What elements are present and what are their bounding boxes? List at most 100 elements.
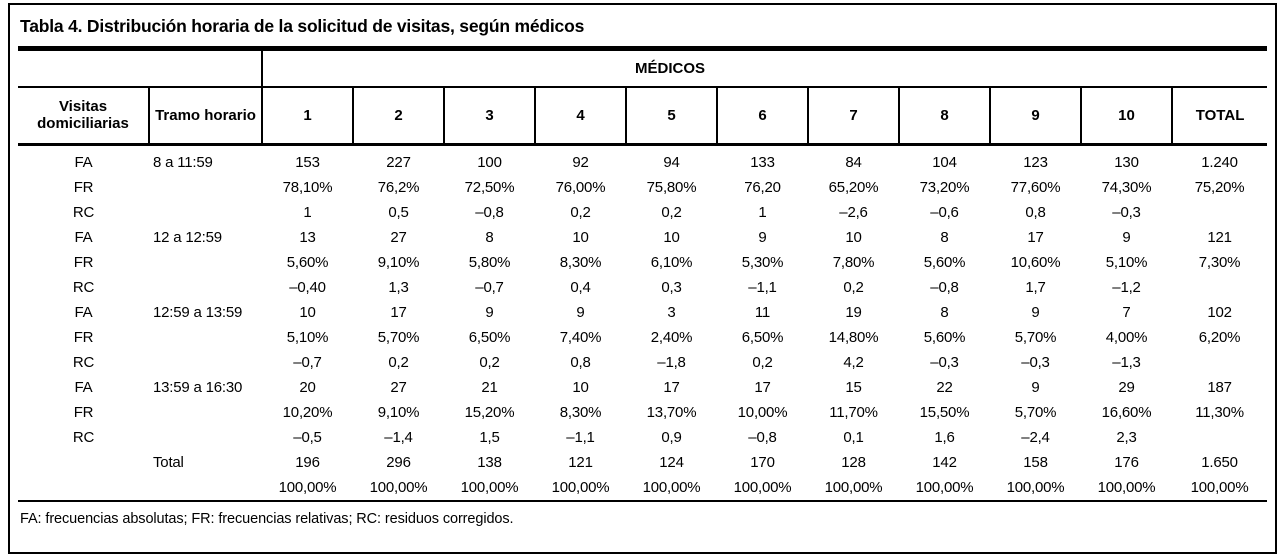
cell-medico-9-value: 9 [1031,378,1040,396]
cell-medico-10-value: –0,3 [1112,203,1141,221]
cell-medico-8-value: 1,6 [934,428,955,446]
cell-medico-7-value: 84 [845,153,862,171]
cell-medico-7-value: 7,80% [832,253,875,271]
cell-tramo-horario [149,275,262,300]
cell-medico-5-value: 100,00% [642,478,701,496]
cell-medico-10-value: –1,2 [1112,278,1141,296]
cell-medico-5-value: 10 [663,228,680,246]
cell-medico-9-value: 5,70% [1014,403,1057,421]
cell-medico-3-value: –0,7 [475,278,504,296]
cell-medico-3-value: 72,50% [464,178,515,196]
cell-medico-5-value: 0,9 [661,428,682,446]
cell-medico-4-value: 0,2 [570,203,591,221]
cell-medico-2-value: 1,3 [388,278,409,296]
table-row: RC –0,5 –1,4 1,5 –1,1 0,9 –0,8 0,1 1,6 –2,4 2,3 [18,425,1267,450]
group-header-row: MÉDICOS [18,51,1268,88]
col-header-medico-9: 9 [989,87,1081,146]
cell-medico-10-value: 9 [1122,228,1131,246]
cell-medico-4-value: 92 [572,153,589,171]
cell-medico-6-value: 6,50% [741,328,784,346]
cell-medico-4-value: 8,30% [559,253,602,271]
col-header-total: TOTAL [1170,87,1268,146]
cell-medico-4-value: –1,1 [566,428,595,446]
cell-medico-5-value: 3 [667,303,676,321]
cell-row-label: FR [73,328,94,346]
cell-medico-5-value: 94 [663,153,680,171]
cell-medico-10-value: 16,60% [1101,403,1152,421]
cell-medico-7-value: 0,2 [843,278,864,296]
cell-medico-2-value: 9,10% [377,403,420,421]
cell-medico-3-value: 100 [477,153,502,171]
col-header-medico-5: 5 [625,87,717,146]
cell-tramo-horario [149,475,262,500]
cell-medico-4-value: 0,4 [570,278,591,296]
col-header-medico-7: 7 [807,87,899,146]
cell-medico-2-value: 227 [386,153,411,171]
cell-row-label: RC [72,353,95,371]
table-row: FR 5,10% 5,70% 6,50% 7,40% 2,40% 6,50% 14,80% 5,… [18,325,1267,350]
cell-medico-7-value: 15 [845,378,862,396]
cell-medico-9-value: 77,60% [1010,178,1061,196]
cell-medico-8-value: –0,6 [930,203,959,221]
table-row: FR 5,60% 9,10% 5,80% 8,30% 6,10% 5,30% 7,80% 5,6… [18,250,1267,275]
cell-tramo-horario [149,325,262,350]
cell-medico-2-value: 0,2 [388,353,409,371]
cell-medico-9-value: 123 [1023,153,1048,171]
cell-medico-8-value: 100,00% [915,478,974,496]
cell-row-label: FR [73,178,94,196]
cell-medico-7-value: 14,80% [828,328,879,346]
col-header-medico-1: 1 [261,87,353,146]
cell-medico-8-value: 142 [932,453,957,471]
cell-tramo-horario: 12:59 a 13:59 [153,303,243,321]
table-row: FA 12:59 a 13:59 10 17 9 9 3 11 19 8 9 7 102 [18,300,1267,325]
cell-medico-6-value: 10,00% [737,403,788,421]
cell-medico-6-value: –0,8 [748,428,777,446]
cell-medico-5-value: 17 [663,378,680,396]
cell-total-value: 75,20% [1194,178,1245,196]
cell-medico-3-value: 100,00% [460,478,519,496]
cell-medico-7-value: 10 [845,228,862,246]
cell-medico-7-value: 19 [845,303,862,321]
cell-medico-3-value: 9 [485,303,494,321]
title-rule [18,46,1267,51]
cell-row-label: FR [73,253,94,271]
table-body: FA 8 a 11:59 153 227 100 92 94 133 84 104 123 130 1.… [18,144,1267,500]
col-header-medico-8: 8 [898,87,990,146]
cell-medico-6-value: 133 [750,153,775,171]
cell-medico-9-value: 158 [1023,453,1048,471]
cell-medico-9-value: 5,70% [1014,328,1057,346]
cell-medico-3-value: 15,20% [464,403,515,421]
cell-total-value: 11,30% [1195,403,1244,421]
cell-medico-9-value: 100,00% [1006,478,1065,496]
cell-medico-1-value: 1 [303,203,312,221]
cell-medico-7-value: 0,1 [843,428,864,446]
cell-medico-1-value: 13 [299,228,316,246]
cell-medico-3-value: 6,50% [468,328,511,346]
cell-row-label: FA [74,378,93,396]
cell-medico-9-value: 9 [1031,303,1040,321]
cell-medico-10-value: 29 [1118,378,1135,396]
table-row: 100,00% 100,00% 100,00% 100,00% 100,00% 100,0… [18,475,1267,500]
table-row: Total 196 296 138 121 124 170 128 142 158 176 1.650 [18,450,1267,475]
cell-row-label: FA [74,303,93,321]
cell-tramo-horario [149,425,262,450]
cell-medico-8-value: 73,20% [919,178,970,196]
table-row: FA 8 a 11:59 153 227 100 92 94 133 84 104 123 130 1.… [18,144,1267,175]
cell-medico-8-value: –0,3 [930,353,959,371]
cell-medico-1-value: 100,00% [278,478,337,496]
cell-medico-10-value: –1,3 [1112,353,1141,371]
cell-medico-10-value: 74,30% [1101,178,1152,196]
cell-medico-9-value: –0,3 [1021,353,1050,371]
table-title: Tabla 4. Distribución horaria de la soli… [20,16,585,36]
cell-medico-10-value: 130 [1114,153,1139,171]
cell-medico-1-value: 5,10% [286,328,329,346]
cell-total-value [1172,425,1267,450]
cell-medico-6-value: –1,1 [748,278,777,296]
cell-medico-2-value: 9,10% [377,253,420,271]
cell-tramo-horario [149,400,262,425]
cell-medico-1-value: 78,10% [282,178,333,196]
cell-medico-9-value: 17 [1027,228,1044,246]
cell-row-label: FA [74,228,93,246]
table-row: FR 10,20% 9,10% 15,20% 8,30% 13,70% 10,00% 11,7… [18,400,1267,425]
cell-medico-7-value: –2,6 [839,203,868,221]
